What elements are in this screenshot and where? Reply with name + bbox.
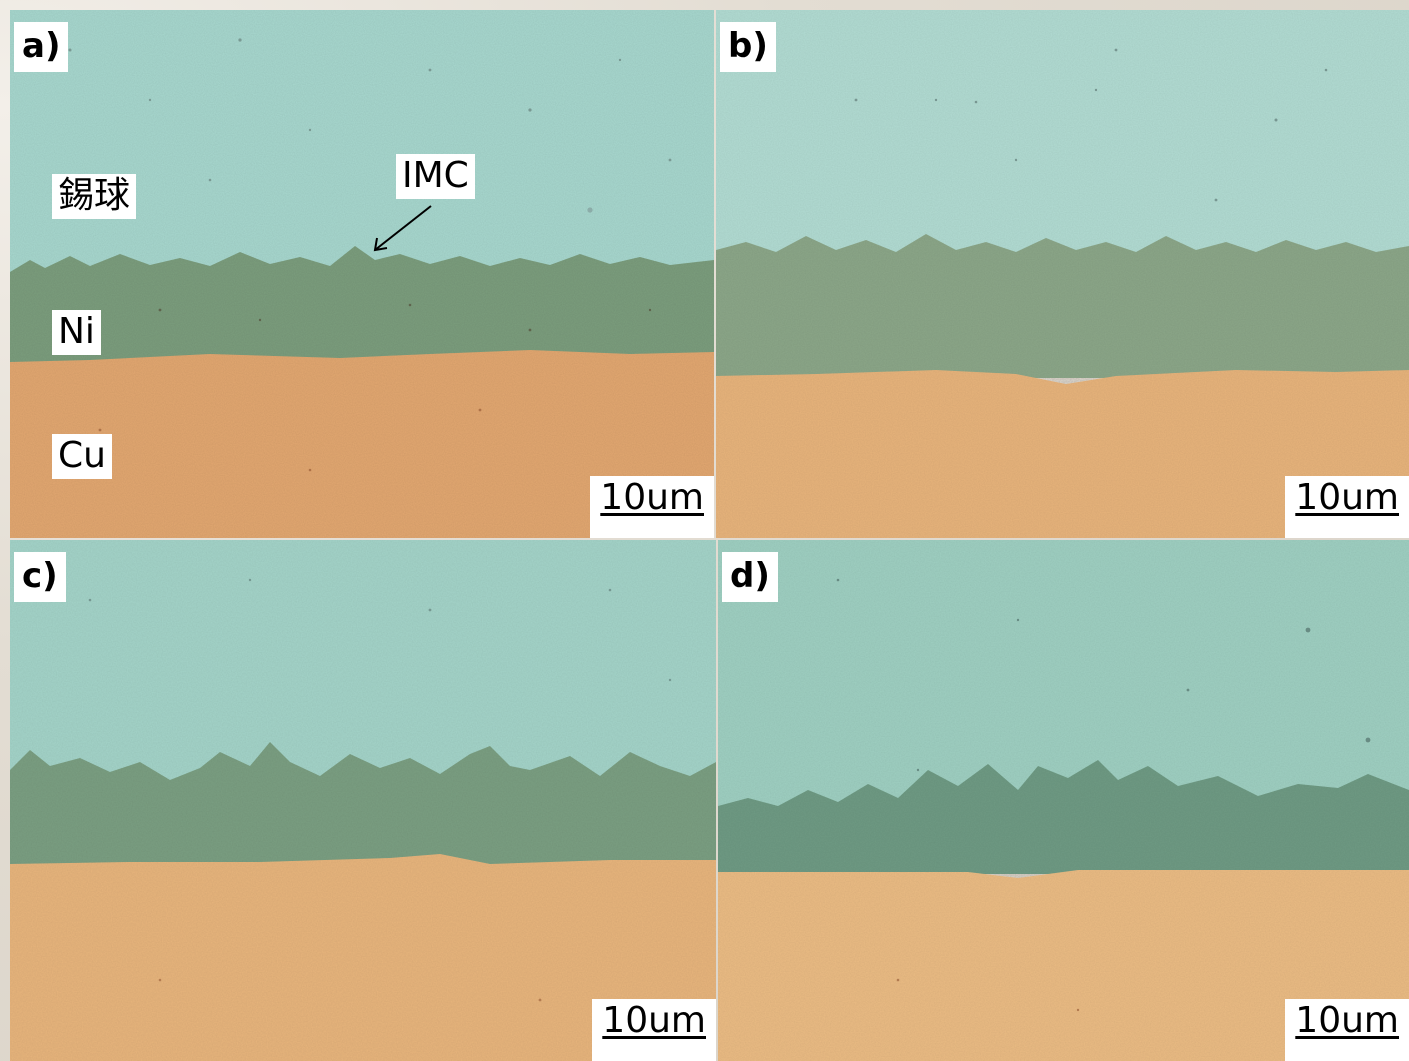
imc-layer [716, 234, 1409, 262]
cross-section-image-b [716, 10, 1409, 538]
nickel-layer [10, 798, 716, 864]
scale-bar-d: 10um [1285, 999, 1409, 1061]
solder-ball-label: 錫球 [52, 174, 137, 219]
solder-ball-layer [718, 540, 1409, 815]
micrograph-panel-a: a) 錫球 Ni Cu IMC 10um [10, 10, 714, 538]
panel-label-b: b) [720, 22, 776, 72]
speckles-c [88, 578, 672, 1002]
copper-label: Cu [52, 434, 112, 479]
copper-layer [718, 870, 1409, 1061]
imc-layer [718, 760, 1409, 820]
micrograph-panel-d: d) 10um [718, 540, 1409, 1061]
cross-section-image-c [10, 540, 716, 1061]
nickel-layer [716, 258, 1409, 378]
micrograph-panel-b: b) 10um [716, 10, 1409, 538]
nickel-layer [718, 816, 1409, 874]
speckles-a [68, 38, 672, 472]
panel-label-a: a) [14, 22, 69, 72]
copper-layer [716, 370, 1409, 538]
scale-bar-b: 10um [1285, 476, 1409, 538]
speckles-b [854, 48, 1328, 202]
solder-ball-layer [716, 10, 1409, 260]
cross-section-image-a [10, 10, 714, 538]
imc-arrow-icon [373, 205, 432, 252]
copper-layer [10, 350, 714, 538]
panel-label-c: c) [14, 552, 66, 602]
cross-section-image-d [718, 540, 1409, 1061]
imc-label: IMC [396, 154, 475, 199]
micrograph-panel-c: c) 10um [10, 540, 716, 1061]
panel-label-d: d) [722, 552, 778, 602]
nickel-layer [10, 278, 714, 362]
imc-layer [10, 742, 716, 802]
imc-layer [10, 246, 714, 282]
solder-ball-layer [10, 540, 716, 800]
scale-bar-a: 10um [590, 476, 714, 538]
nickel-label: Ni [52, 310, 101, 355]
solder-ball-layer [10, 10, 714, 280]
scale-bar-c: 10um [592, 999, 716, 1061]
copper-layer [10, 854, 716, 1061]
speckles-d [836, 578, 1371, 1012]
